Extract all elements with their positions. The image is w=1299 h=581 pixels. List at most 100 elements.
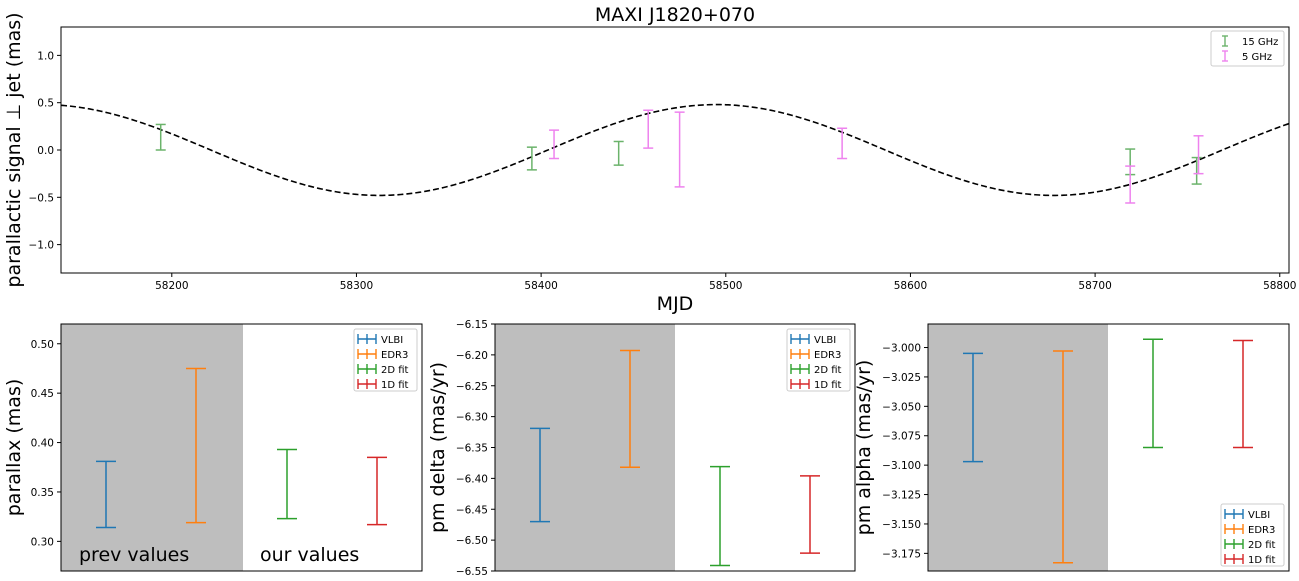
- legend-label: 1D fit: [814, 380, 842, 391]
- errorbar-edr3: [620, 349, 640, 469]
- y-axis-label: parallactic signal ⊥ jet (mas): [3, 12, 25, 287]
- y-tick-label: −6.20: [456, 350, 488, 362]
- panel-3: −3.175 −3.150 −3.125 −3.100 −3.075 −3.050 −3.0…: [853, 323, 1290, 572]
- y-tick-label: −6.40: [456, 473, 488, 485]
- errorbar-5-ghz: [643, 109, 654, 149]
- legend-item: 15 GHz: [1222, 35, 1278, 48]
- y-tick-label: −3.125: [882, 490, 921, 502]
- y-tick-label: −6.35: [456, 443, 488, 455]
- errorbar-2d-fit: [277, 448, 297, 520]
- y-tick-label: 0.40: [31, 438, 54, 450]
- legend-box: [1210, 30, 1285, 67]
- x-axis-label: MJD: [657, 293, 694, 315]
- legend-label: VLBI: [814, 335, 836, 346]
- y-tick-label: 0.35: [31, 487, 54, 499]
- x-tick-label: 58300: [340, 280, 373, 292]
- y-axis-label: pm alpha (mas/yr): [853, 360, 875, 536]
- legend-item: EDR3: [1224, 524, 1275, 536]
- legend-label: EDR3: [1248, 525, 1275, 536]
- errorbar-5-ghz: [1193, 135, 1204, 175]
- panel-1: 0.30 0.35 0.40 0.45 0.50 parallax (mas) prev v…: [3, 323, 423, 572]
- legend-label: 1D fit: [381, 380, 409, 391]
- x-tick-label: 58700: [1078, 280, 1111, 292]
- legend-item: VLBI: [1224, 509, 1270, 521]
- legend-item: 2D fit: [357, 364, 409, 376]
- plot-frame: [60, 323, 423, 572]
- legend-label: VLBI: [381, 335, 403, 346]
- prev-values-shade: [61, 324, 243, 571]
- y-tick-label: −3.150: [882, 519, 921, 531]
- errorbar-1d-fit: [367, 456, 387, 526]
- legend-label: 2D fit: [814, 365, 842, 376]
- y-tick-label: −3.050: [882, 401, 921, 413]
- y-tick-label: −6.30: [456, 412, 488, 424]
- errorbar-5-ghz: [1125, 165, 1136, 204]
- legend-box: [1220, 503, 1285, 567]
- y-axis-label: parallax (mas): [3, 379, 25, 517]
- y-tick-label: −3.025: [882, 372, 921, 384]
- y-tick-label: −6.15: [456, 319, 488, 331]
- legend-label: VLBI: [1248, 510, 1270, 521]
- y-tick-label: −3.175: [882, 548, 921, 560]
- prev-values-shade: [928, 324, 1108, 571]
- errorbar-5-ghz: [549, 129, 560, 160]
- y-tick-label: −6.55: [456, 566, 488, 578]
- legend-item: 5 GHz: [1222, 50, 1272, 63]
- legend: VLBI EDR3 2D fit 1D fit: [1220, 503, 1285, 567]
- y-tick-label: 0.0: [37, 145, 54, 157]
- x-tick-label: 58200: [155, 280, 188, 292]
- legend-item: 1D fit: [790, 379, 842, 391]
- legend-label: 5 GHz: [1242, 52, 1272, 63]
- errorbar-15-ghz: [526, 146, 537, 171]
- y-tick-label: −1.0: [29, 240, 55, 252]
- legend-item: 2D fit: [1224, 539, 1276, 551]
- legend-item: VLBI: [357, 334, 403, 346]
- legend-item: 1D fit: [357, 379, 409, 391]
- chart-title: MAXI J1820+070: [595, 4, 755, 26]
- y-tick-label: −3.100: [882, 460, 921, 472]
- legend-box: [353, 328, 418, 392]
- y-tick-label: 0.30: [31, 536, 54, 548]
- legend-label: EDR3: [381, 350, 408, 361]
- x-tick-label: 58400: [524, 280, 557, 292]
- legend-label: 1D fit: [1248, 555, 1276, 566]
- annotation-ours: our values: [260, 544, 359, 566]
- plot-frame: [927, 323, 1290, 572]
- errorbar-edr3: [1053, 350, 1073, 564]
- errorbar-5-ghz: [674, 111, 685, 188]
- model-curve: [61, 103, 1289, 197]
- y-tick-label: −6.25: [456, 381, 488, 393]
- top-panel: 58200 58300 58400 58500 58600 58700 58800 −1.0 −…: [3, 4, 1296, 315]
- errorbar-15-ghz: [155, 123, 166, 151]
- x-tick-label: 58800: [1263, 280, 1296, 292]
- x-tick-label: 58500: [709, 280, 742, 292]
- legend-label: EDR3: [814, 350, 841, 361]
- legend-label: 2D fit: [1248, 540, 1276, 551]
- annotation-prev: prev values: [79, 544, 189, 566]
- legend-label: 15 GHz: [1242, 37, 1278, 48]
- legend-item: EDR3: [357, 349, 408, 361]
- y-tick-label: 0.5: [37, 98, 54, 110]
- y-tick-label: 0.50: [31, 339, 54, 351]
- errorbar-5-ghz: [837, 127, 848, 160]
- errorbar-vlbi: [963, 352, 983, 463]
- legend-item: 2D fit: [790, 364, 842, 376]
- y-tick-label: −6.45: [456, 504, 488, 516]
- panel-2: −6.55 −6.50 −6.45 −6.40 −6.35 −6.30 −6.25 −6.20…: [427, 319, 856, 578]
- errorbar-1d-fit: [1233, 339, 1253, 449]
- x-tick-label: 58600: [894, 280, 927, 292]
- legend: VLBI EDR3 2D fit 1D fit: [786, 328, 851, 392]
- y-tick-label: 1.0: [37, 50, 54, 62]
- errorbar-2d-fit: [1143, 338, 1163, 449]
- y-tick-label: −6.50: [456, 535, 488, 547]
- legend-item: 1D fit: [1224, 554, 1276, 566]
- errorbar-vlbi: [96, 460, 116, 529]
- legend-box: [786, 328, 851, 392]
- errorbar-2d-fit: [710, 465, 730, 567]
- legend: 15 GHz 5 GHz: [1210, 30, 1285, 67]
- y-tick-label: 0.45: [31, 388, 54, 400]
- legend-item: VLBI: [790, 334, 836, 346]
- errorbar-edr3: [186, 367, 206, 524]
- plot-frame: [60, 26, 1290, 274]
